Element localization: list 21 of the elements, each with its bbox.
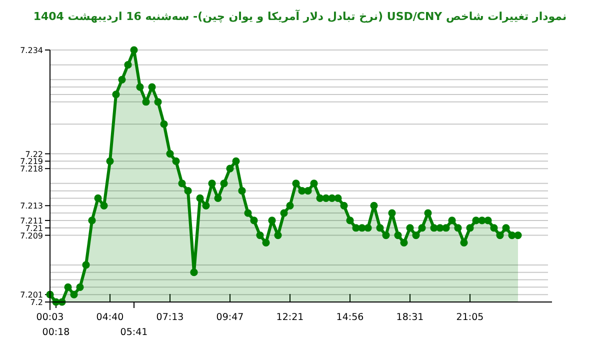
x-tick-label: 12:21	[276, 312, 304, 323]
y-tick-label: 7.219	[20, 157, 43, 166]
y-tick-label: 7.22	[25, 150, 43, 159]
x-tick-label: 04:40	[96, 312, 124, 323]
x-tick-label: 14:56	[336, 312, 364, 323]
x-tick-label: 00:03	[36, 312, 64, 323]
x-tick-label: 09:47	[216, 312, 244, 323]
y-tick-label: 7.218	[20, 164, 43, 174]
y-tick-label: 7.21	[25, 224, 43, 233]
x-tick-label: 07:13	[156, 312, 184, 323]
x-tick-label: 21:05	[456, 312, 484, 323]
y-tick-label: 7.2	[30, 298, 43, 307]
text: 00:18	[42, 327, 70, 338]
y-tick-label: 7.234	[20, 46, 43, 55]
text: 05:41	[120, 327, 148, 338]
x-tick-label: 18:31	[396, 312, 424, 323]
y-tick-label: 7.213	[20, 202, 43, 211]
y-tick-label: 7.201	[20, 290, 43, 300]
y-tick-label: 7.209	[20, 231, 43, 240]
title: نمودار تغییرات شاخص USD/CNY (نرخ تبادل دلار آمریکا و یوان چین)- سه‌شنبه 16 اردیبهشت 1404	[33, 10, 567, 23]
y-tick-label: 7.211	[20, 216, 43, 226]
